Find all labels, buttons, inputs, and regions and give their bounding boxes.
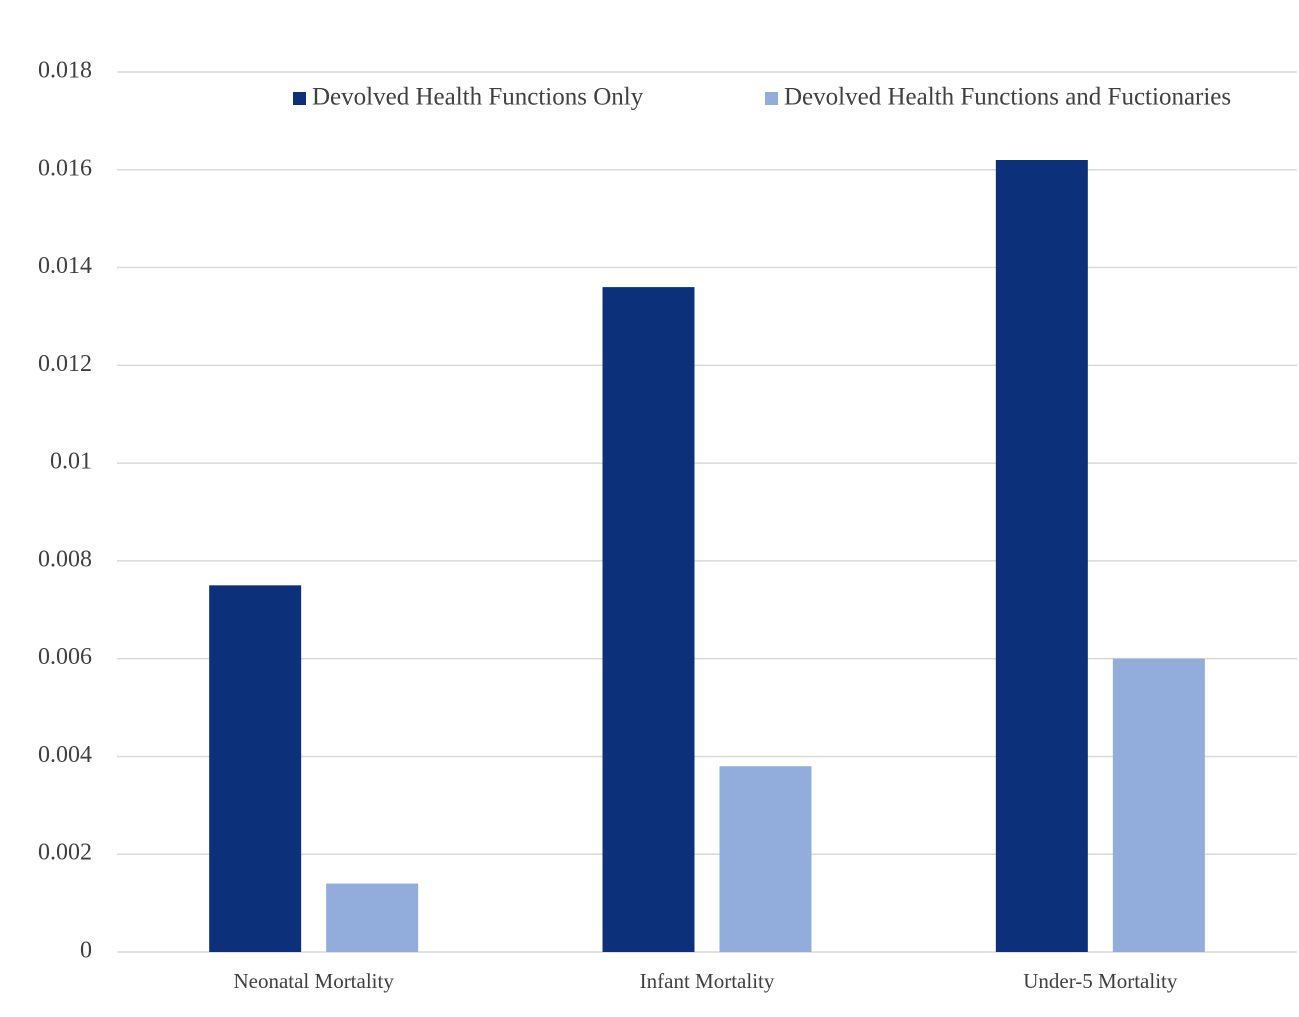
bar <box>326 883 419 952</box>
bar <box>995 160 1088 952</box>
y-tick-label: 0 <box>80 938 92 964</box>
legend-swatch <box>293 92 306 105</box>
x-tick-label: Infant Mortality <box>640 969 775 993</box>
y-tick-label: 0.006 <box>38 644 92 670</box>
y-tick-label: 0.004 <box>38 742 92 768</box>
x-tick-label: Neonatal Mortality <box>233 969 394 993</box>
bar <box>719 766 812 952</box>
y-tick-label: 0.016 <box>38 155 92 181</box>
y-tick-label: 0.01 <box>50 449 92 475</box>
legend-label: Devolved Health Functions Only <box>312 84 644 111</box>
bar <box>602 287 695 953</box>
legend-label: Devolved Health Functions and Fuctionari… <box>784 84 1231 111</box>
y-tick-label: 0.008 <box>38 546 92 572</box>
legend-swatch <box>765 92 778 105</box>
y-tick-label: 0.014 <box>38 253 92 279</box>
y-tick-label: 0.012 <box>38 351 92 377</box>
x-tick-label: Under-5 Mortality <box>1023 969 1178 993</box>
bar <box>1112 658 1205 952</box>
bar <box>209 585 302 952</box>
y-tick-label: 0.018 <box>38 58 92 84</box>
y-tick-label: 0.002 <box>38 840 92 866</box>
